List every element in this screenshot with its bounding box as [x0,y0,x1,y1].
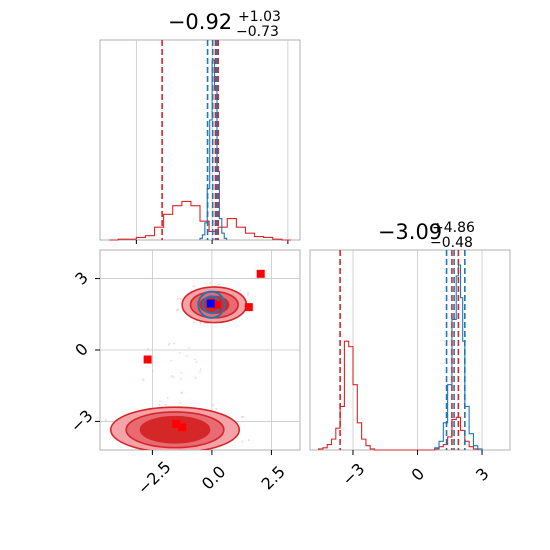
sample-point [146,451,148,453]
sample-point [247,292,250,294]
sample-point [247,294,249,296]
top-hist-title-minus: −0.73 [236,24,279,40]
sample-point [204,322,206,325]
x-tick-label: −2.5 [134,457,175,498]
right-hist-panel: −3.09 +4.86 −0.48 −3 0 3 [309,220,511,489]
red-square-marker [256,269,265,278]
sample-point [198,370,201,373]
right-hist-x-ticks: −3 0 3 [338,450,493,489]
histogram-series-1 [434,264,483,450]
sample-point [192,285,195,288]
sample-point [194,376,197,379]
sample-point [158,403,161,406]
sample-point [180,371,183,374]
sample-point [167,343,170,346]
right-hist-frame [309,249,511,451]
sample-point [179,297,182,300]
histogram-series-0 [109,200,291,241]
top-hist-panel: −0.92 +1.03 −0.73 [99,9,301,244]
sample-point [170,359,173,362]
top-hist-title-plus: +1.03 [238,9,281,25]
sample-point [215,407,218,410]
right-hist-title: −3.09 [378,220,442,244]
right-hist-title-plus: +4.86 [432,220,475,236]
sample-point [181,391,184,394]
sample-point [239,289,241,292]
right-hist-title-value: −3.09 [378,220,442,244]
red-contour-level [139,415,211,444]
sample-point [179,378,182,380]
red-square-marker [178,423,187,432]
x-tick-label: 0 [408,464,429,485]
sample-point [142,379,145,382]
y-tick-label: 0 [71,339,92,360]
sample-point [218,283,220,286]
red-square-marker [172,419,181,428]
top-hist-title: −0.92 [168,10,232,34]
sample-point [179,402,182,404]
right-hist-title-minus: −0.48 [430,235,473,251]
top-hist-title-value: −0.92 [168,10,232,34]
y-tick-label: 3 [71,268,92,289]
sample-point [141,378,144,381]
sample-point [176,309,178,311]
scatter-markers [143,269,265,432]
sample-point [166,396,169,399]
scatter-density-contours [109,286,248,450]
blue-contour-level [197,290,226,319]
sample-point [241,440,244,443]
sample-point [209,282,212,284]
histogram-series-0 [318,340,479,451]
sample-point [247,439,250,442]
x-tick-label: 2.5 [257,462,288,493]
x-tick-label: −3 [338,459,368,489]
sample-point [199,322,202,324]
sample-point [199,368,202,371]
sample-point [147,347,149,350]
right-hist-quantile-lines [339,250,466,450]
sample-point [178,453,180,455]
red-square-marker [244,303,253,312]
sample-point [176,298,179,300]
sample-point [186,354,188,357]
red-square-marker [143,355,152,364]
x-tick-label: 3 [472,464,493,485]
sample-point [193,321,195,324]
sample-point [173,453,175,455]
sample-point [173,342,176,345]
sample-point [242,415,245,418]
sample-point [194,358,197,361]
scatter-x-ticks: −2.5 0.0 2.5 [134,450,289,498]
sample-point [195,361,198,363]
sample-point [224,451,226,453]
sample-point [172,376,175,379]
y-tick-label: −3 [67,406,97,436]
sample-point [178,352,181,354]
x-tick-label: 0.0 [198,462,229,493]
sample-point [212,404,215,407]
blue-square-marker [206,299,215,308]
sample-point [164,403,167,406]
sample-point [168,342,171,345]
sample-point [188,347,191,349]
scatter-y-ticks: 3 0 −3 [67,268,100,436]
sample-point [151,370,154,372]
right-hist-series [318,264,483,451]
sample-point [159,400,161,402]
scatter-panel: −2.5 0.0 2.5 3 0 −3 [67,249,301,498]
sample-point [170,375,173,377]
red-square-marker [212,300,221,309]
sample-point [104,419,107,421]
top-hist-quantile-lines [161,40,219,240]
